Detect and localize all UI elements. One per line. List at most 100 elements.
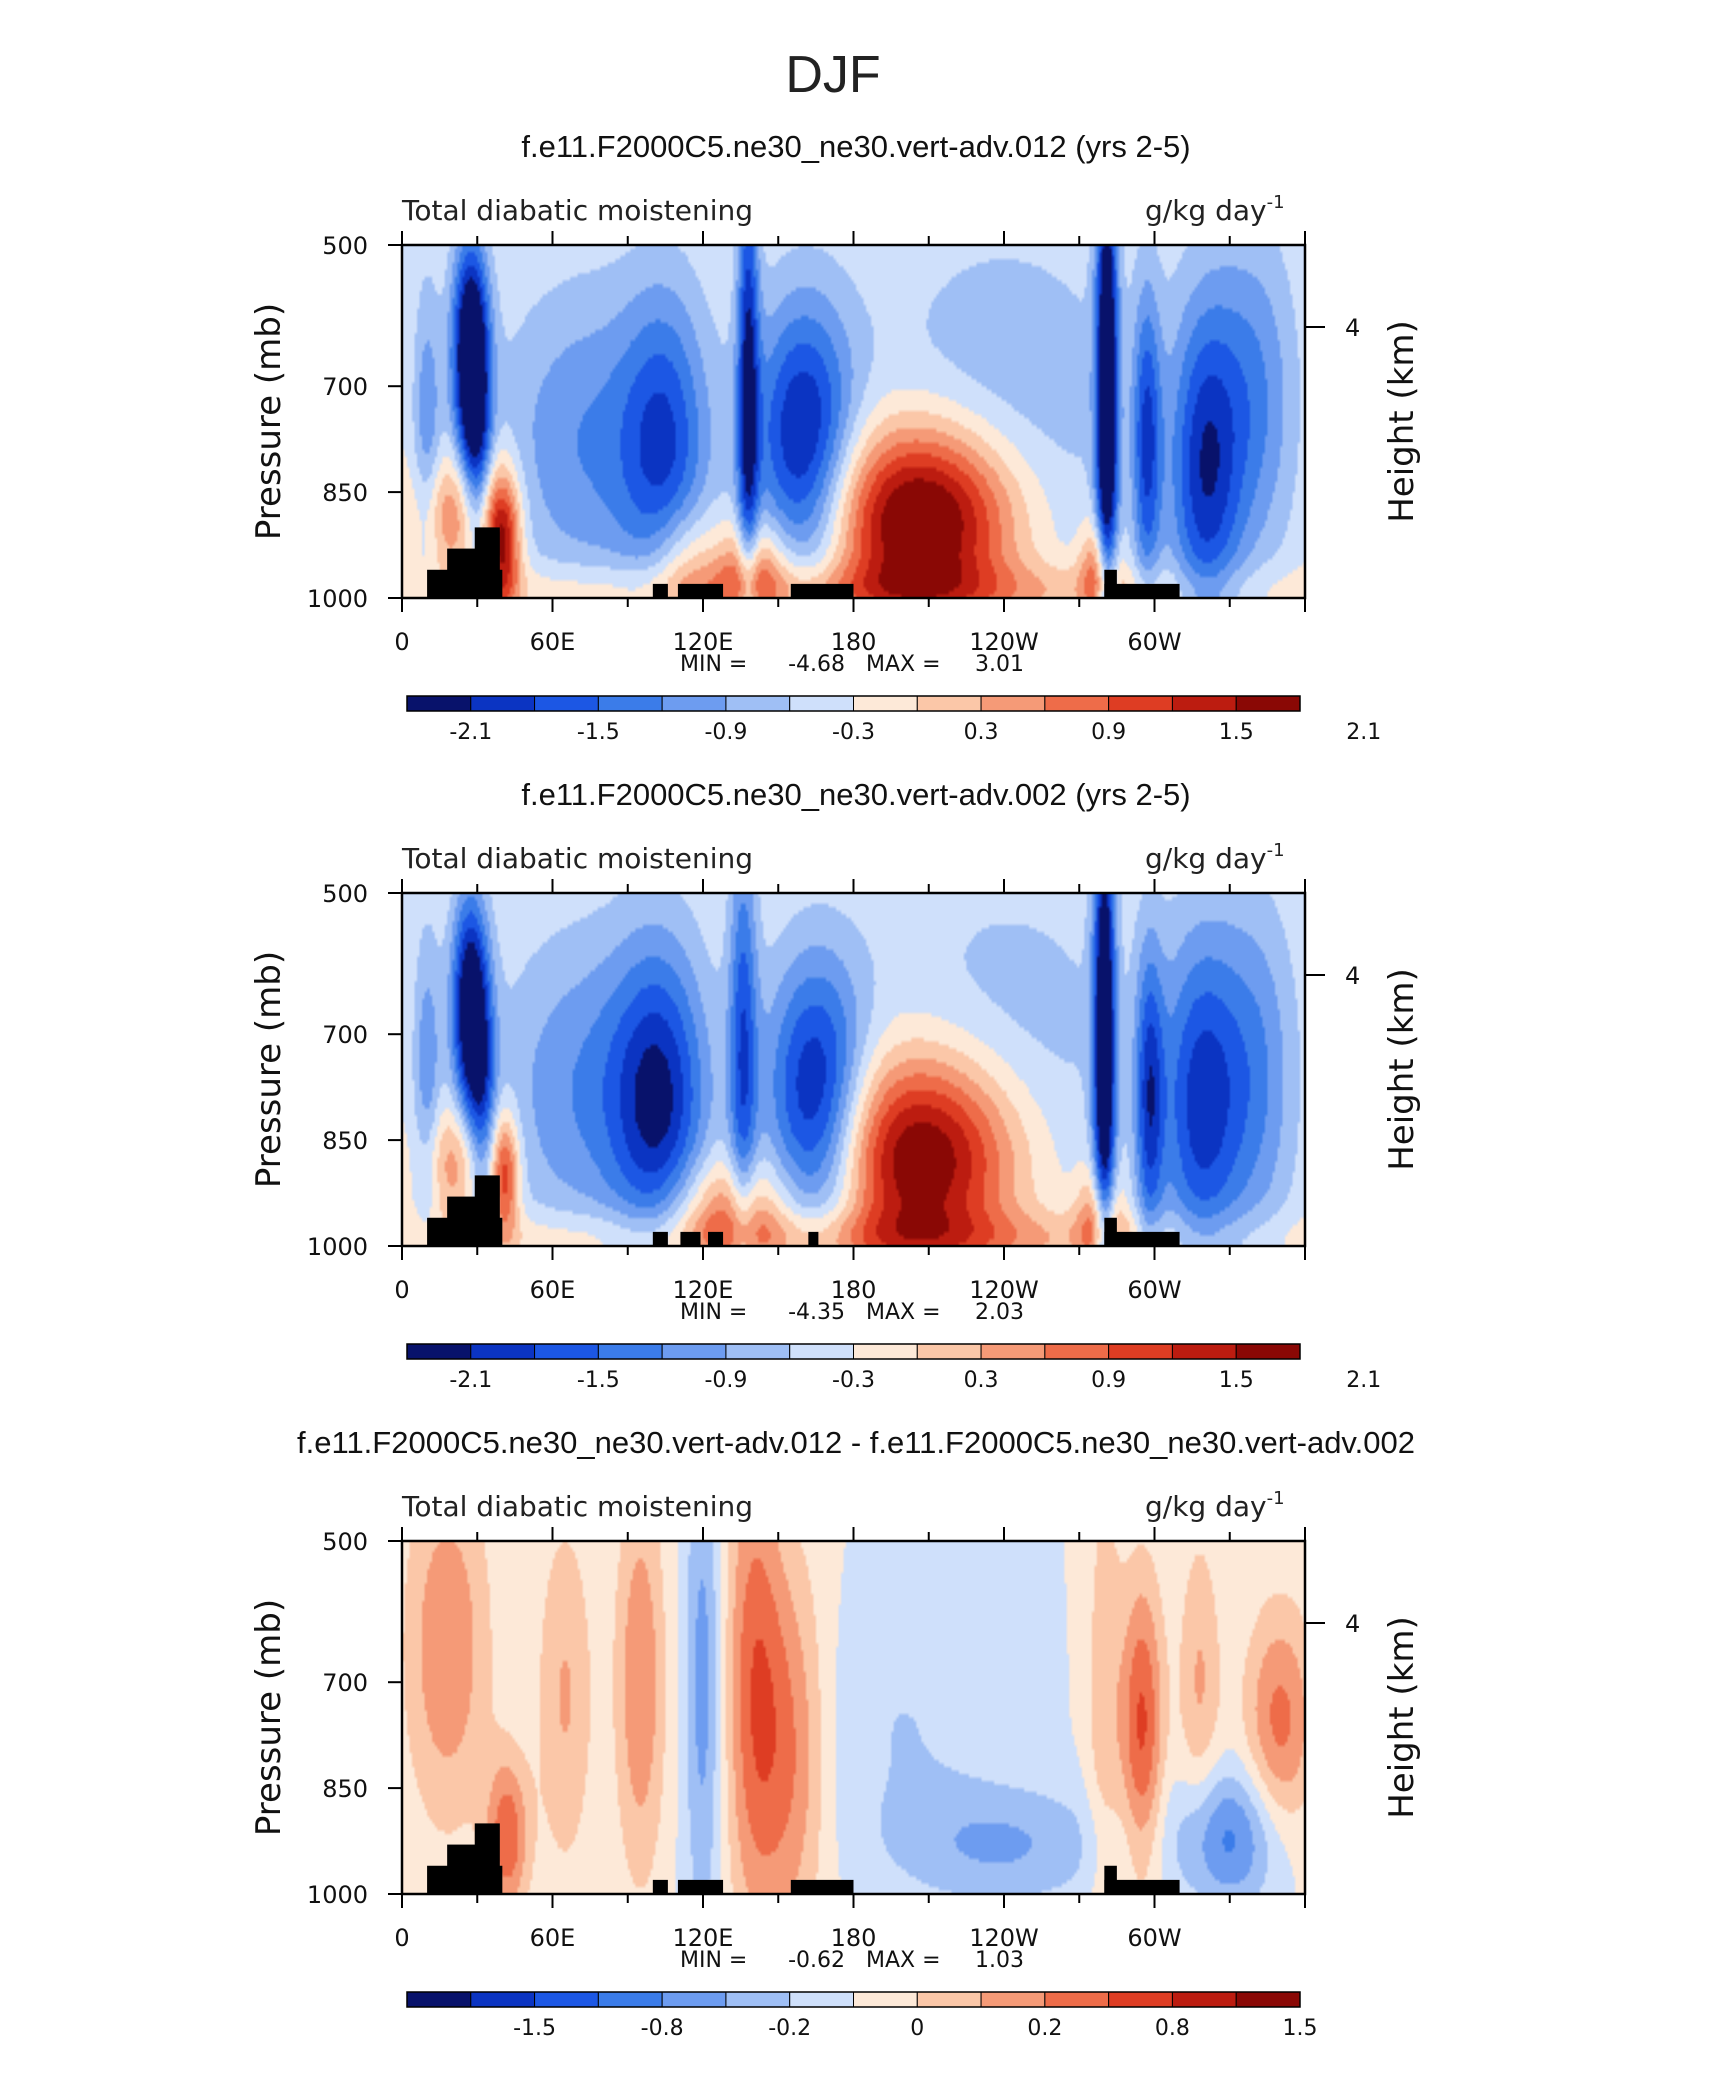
colorbar-swatch <box>661 1991 727 2008</box>
colorbar-swatch <box>916 1343 982 1360</box>
figure-title: DJF <box>785 46 880 104</box>
heatmap-field <box>402 1541 1305 1894</box>
x-tick-label: 0 <box>394 1276 409 1304</box>
colorbar-swatch <box>534 1343 599 1360</box>
min-label: MIN = <box>680 1300 747 1325</box>
colorbar-swatch <box>789 695 855 712</box>
colorbar-swatch <box>470 695 536 712</box>
topography-block <box>1104 583 1180 598</box>
topography-block <box>790 583 854 598</box>
topography-block <box>652 583 668 598</box>
colorbar-label: -2.1 <box>449 1368 492 1393</box>
chart-title: f.e11.F2000C5.ne30_ne30.vert-adv.012 - f… <box>297 1425 1415 1460</box>
max-value: 2.03 <box>975 1300 1024 1325</box>
x-tick-label: 180 <box>831 1276 877 1304</box>
x-tick-label: 120E <box>673 1276 734 1304</box>
colorbar-label: 0.2 <box>1027 2016 1062 2041</box>
min-value: -4.68 <box>788 652 845 677</box>
x-tick-label: 120E <box>673 628 734 656</box>
x-tick-label: 120W <box>969 628 1039 656</box>
y-tick-label: 1000 <box>307 1881 368 1909</box>
colorbar-frame <box>406 1991 1301 2008</box>
colorbar-label: -0.2 <box>768 2016 811 2041</box>
colorbar-swatch <box>1108 1991 1173 2008</box>
colorbar-swatch <box>980 1991 1046 2008</box>
topography-block <box>677 583 724 598</box>
colorbar-swatch <box>789 1343 855 1360</box>
colorbar-label: -0.9 <box>704 1368 747 1393</box>
max-label: MAX = <box>866 1948 941 1973</box>
colorbar-swatch <box>980 695 1046 712</box>
colorbar-frame <box>406 1343 1301 1360</box>
colorbar-swatch <box>470 1343 536 1360</box>
units-label: g/kg day-1 <box>1145 840 1285 875</box>
max-label: MAX = <box>866 652 941 677</box>
topography-block <box>1104 1865 1117 1894</box>
y-tick-label: 500 <box>322 1528 368 1556</box>
x-tick-label: 60W <box>1127 1276 1181 1304</box>
colorbar-label: -1.5 <box>513 2016 556 2041</box>
y-tick-label: 1000 <box>307 585 368 613</box>
colorbar-swatch <box>725 695 791 712</box>
colorbar-label: 2.1 <box>1346 720 1381 745</box>
variable-label: Total diabatic moistening <box>401 194 753 227</box>
y-tick-label: 700 <box>322 1669 368 1697</box>
colorbar-label: 2.1 <box>1346 1368 1381 1393</box>
y-axis-label: Pressure (mb) <box>249 951 289 1188</box>
colorbar-swatch <box>789 1991 855 2008</box>
min-label: MIN = <box>680 1948 747 1973</box>
y-tick-label: 700 <box>322 1021 368 1049</box>
y2-axis-label: Height (km) <box>1382 320 1422 523</box>
colorbar-frame <box>406 695 1301 712</box>
colorbar-label: 1.5 <box>1219 720 1254 745</box>
y2-tick-label: 4 <box>1345 1610 1360 1638</box>
y-axis-label: Pressure (mb) <box>249 303 289 540</box>
colorbar-swatch <box>916 695 982 712</box>
y2-axis-label: Height (km) <box>1382 1616 1422 1819</box>
topography-block <box>474 1823 500 1894</box>
colorbar-swatch <box>597 695 663 712</box>
colorbar-label: 1.5 <box>1219 1368 1254 1393</box>
colorbar-swatch <box>661 1343 727 1360</box>
x-tick-label: 60E <box>530 1924 576 1952</box>
colorbar-swatch <box>1044 695 1110 712</box>
colorbar-swatch <box>1108 695 1173 712</box>
units-label: g/kg day-1 <box>1145 192 1285 227</box>
y-tick-label: 850 <box>322 1775 368 1803</box>
min-value: -0.62 <box>788 1948 845 1973</box>
max-value: 3.01 <box>975 652 1024 677</box>
y-tick-label: 500 <box>322 880 368 908</box>
topography-block <box>680 1231 701 1246</box>
colorbar-label: 0.8 <box>1155 2016 1190 2041</box>
colorbar-swatch <box>1235 1343 1301 1360</box>
colorbar-swatch <box>597 1991 663 2008</box>
colorbar-swatch <box>1235 695 1301 712</box>
y-tick-label: 850 <box>322 1127 368 1155</box>
x-tick-label: 60E <box>530 628 576 656</box>
colorbar-swatch <box>916 1991 982 2008</box>
x-tick-label: 180 <box>831 628 877 656</box>
min-value: -4.35 <box>788 1300 845 1325</box>
min-label: MIN = <box>680 652 747 677</box>
x-tick-label: 60E <box>530 1276 576 1304</box>
colorbar-label: 0.3 <box>964 1368 999 1393</box>
colorbar-swatch <box>534 695 599 712</box>
colorbar-swatch <box>1171 695 1237 712</box>
chart-panel-1: f.e11.F2000C5.ne30_ne30.vert-adv.012 (yr… <box>249 129 1422 745</box>
x-tick-label: 60W <box>1127 1924 1181 1952</box>
colorbar-label: 1.5 <box>1283 2016 1318 2041</box>
y2-axis-label: Height (km) <box>1382 968 1422 1171</box>
x-tick-label: 0 <box>394 1924 409 1952</box>
max-label: MAX = <box>866 1300 941 1325</box>
colorbar-label: -1.5 <box>577 1368 620 1393</box>
topography-block <box>474 1175 500 1246</box>
topography-block <box>1104 1217 1117 1246</box>
colorbar-swatch <box>470 1991 536 2008</box>
x-tick-label: 60W <box>1127 628 1181 656</box>
x-tick-label: 180 <box>831 1924 877 1952</box>
colorbar-label: -0.3 <box>832 1368 875 1393</box>
colorbar-swatch <box>853 1343 918 1360</box>
chart-panel-3: f.e11.F2000C5.ne30_ne30.vert-adv.012 - f… <box>249 1425 1422 2041</box>
colorbar-swatch <box>853 695 918 712</box>
